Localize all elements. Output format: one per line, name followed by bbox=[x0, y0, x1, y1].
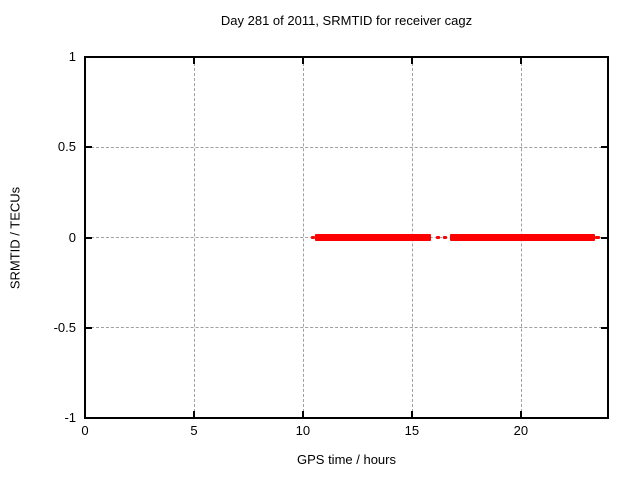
data-segment-2 bbox=[435, 236, 441, 239]
y-tick-label--0.5: -0.5 bbox=[53, 319, 76, 335]
tick-top-20 bbox=[519, 58, 522, 64]
x-tick-label-15: 15 bbox=[404, 423, 420, 438]
data-segment-5 bbox=[594, 236, 601, 239]
tick-left--0.5 bbox=[86, 326, 92, 329]
gridline-x-5 bbox=[193, 58, 195, 417]
data-segment-4 bbox=[450, 234, 595, 241]
tick-right-0 bbox=[601, 236, 607, 239]
gridline-x-10 bbox=[302, 58, 304, 417]
tick-right--0.5 bbox=[601, 326, 607, 329]
gridline-y--0.5 bbox=[86, 327, 607, 329]
tick-top-10 bbox=[301, 58, 304, 64]
tick-bottom-15 bbox=[410, 411, 413, 417]
y-tick-label-0: 0 bbox=[68, 229, 76, 245]
y-tick-label-0.5: 0.5 bbox=[57, 139, 76, 155]
gridline-y-0.5 bbox=[86, 146, 607, 148]
tick-left-0.5 bbox=[86, 146, 92, 149]
tick-bottom-10 bbox=[301, 411, 304, 417]
tick-bottom-5 bbox=[192, 411, 195, 417]
tick-bottom-20 bbox=[519, 411, 522, 417]
tick-top-5 bbox=[192, 58, 195, 64]
y-tick-label--1: -1 bbox=[64, 410, 76, 425]
x-axis-label: GPS time / hours bbox=[297, 452, 396, 467]
data-segment-3 bbox=[443, 236, 447, 239]
x-tick-label-0: 0 bbox=[81, 423, 89, 438]
tick-top-15 bbox=[410, 58, 413, 64]
data-segment-0 bbox=[310, 236, 315, 239]
y-tick-label-1: 1 bbox=[68, 49, 76, 64]
tick-left-0 bbox=[86, 236, 92, 239]
x-tick-label-5: 5 bbox=[190, 423, 198, 438]
x-tick-label-10: 10 bbox=[295, 423, 311, 438]
data-segment-1 bbox=[314, 234, 432, 241]
tick-right-0.5 bbox=[601, 146, 607, 149]
plot-border bbox=[84, 56, 609, 419]
x-tick-label-20: 20 bbox=[513, 423, 529, 438]
chart-title: Day 281 of 2011, SRMTID for receiver cag… bbox=[220, 13, 473, 28]
